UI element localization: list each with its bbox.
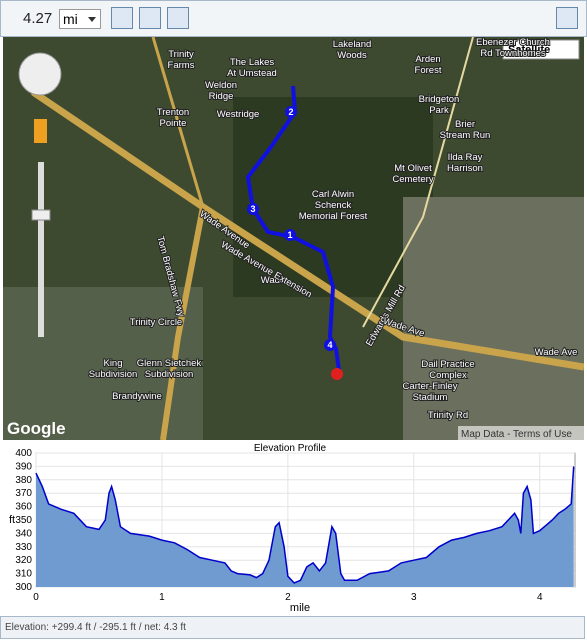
place-label: Glenn Sietchek [137,358,202,369]
y-tick-label: 360 [15,502,32,513]
place-label: Trinity Circle [130,317,182,328]
place-label: At Umstead [227,68,277,79]
x-axis-label: mile [290,602,310,614]
y-tick-label: 340 [15,528,32,539]
road [151,37,205,208]
elevation-area [36,466,574,587]
place-label: Bridgeton [419,94,460,105]
toolbar: 4.27 mi [0,0,587,37]
place-label: Cemetery [392,174,433,185]
y-axis-label: ft [9,514,15,526]
place-label: The Lakes [230,57,275,68]
place-label: Ebenezer Church [476,37,550,48]
x-tick-label: 3 [411,592,417,603]
y-tick-label: 320 [15,555,32,566]
place-label: Complex [429,370,467,381]
place-label: Westridge [217,109,260,120]
x-tick-label: 0 [33,592,39,603]
place-label: Brandywine [112,391,162,402]
highway [31,89,584,371]
place-label: Carl Alwin [312,189,354,200]
x-tick-label: 1 [159,592,165,603]
y-tick-label: 310 [15,569,32,580]
place-label: Trinity [168,49,194,60]
y-tick-label: 400 [15,448,32,459]
place-label: Ridge [209,91,234,102]
highway [160,206,206,440]
road-label: Wade Ave [535,347,578,358]
place-label: Wade [261,275,285,286]
route [245,85,342,378]
distance: 4.27 [23,10,53,27]
chart-title: Elevation Profile [254,443,327,454]
place-label: Subdivision [145,369,194,380]
place-label: Subdivision [89,369,138,380]
place-label: Trenton [157,107,189,118]
urban-area [403,197,584,440]
pegman[interactable] [34,119,47,143]
elevation-button[interactable] [167,7,189,29]
route-marker: 1 [287,230,292,240]
x-tick-label: 4 [537,592,543,603]
y-tick-label: 300 [15,582,32,593]
place-label: Farms [168,60,195,71]
popout-button[interactable] [556,7,578,29]
pan-control[interactable] [18,52,62,96]
elevation-chart: Elevation Profile mile ft 30031032033034… [0,441,587,616]
map-type[interactable]: Satellite [508,44,550,56]
place-label: Rd Townhomes [480,48,546,59]
place-label: Brier [455,119,475,130]
place-label: Stadium [413,392,448,403]
place-label: Park [429,105,449,116]
y-tick-label: 380 [15,475,32,486]
route-marker: 4 [327,340,332,350]
route-marker: 2 [288,107,293,117]
place-label: Forest [415,65,442,76]
y-tick-label: 390 [15,461,32,472]
y-tick-label: 350 [15,515,32,526]
forest [233,97,433,297]
place-label: Harrison [447,163,483,174]
zoom-handle[interactable] [31,209,51,221]
elevation-line [35,466,575,584]
place-label: Schenck [315,200,352,211]
y-tick-label: 330 [15,542,32,553]
place-label: Lakeland [333,39,372,50]
place-label: Weldon [205,80,237,91]
markers-button[interactable] [111,7,133,29]
zoom-slider[interactable] [38,162,44,337]
place-label: Dail Practice [421,359,474,370]
place-label: King [103,358,122,369]
place-label: Trinity Rd [428,410,468,421]
end-pin [331,368,343,380]
place-label: Pointe [160,118,187,129]
road [362,37,474,328]
place-label: Arden [415,54,440,65]
place-label: Mt Olivet [394,163,432,174]
place-label: Woods [337,50,367,61]
map-type-button[interactable] [502,39,580,60]
unit-select[interactable]: mi [59,9,101,29]
footer: Elevation: +299.4 ft / -295.1 ft / net: … [0,616,585,639]
map-credits[interactable]: Map Data - Terms of Use [461,429,572,440]
place-label: Memorial Forest [299,211,368,222]
map: 2 3 1 4 Satellite Google Map Data - Term… [3,37,584,440]
x-tick-label: 2 [285,592,291,603]
place-label: Stream Run [440,130,491,141]
y-tick-label: 370 [15,488,32,499]
route-marker: 3 [250,204,255,214]
place-label: Carter-Finley [403,381,458,392]
fit-button[interactable] [139,7,161,29]
place-label: Ilda Ray [448,152,483,163]
google-logo: Google [7,419,66,438]
